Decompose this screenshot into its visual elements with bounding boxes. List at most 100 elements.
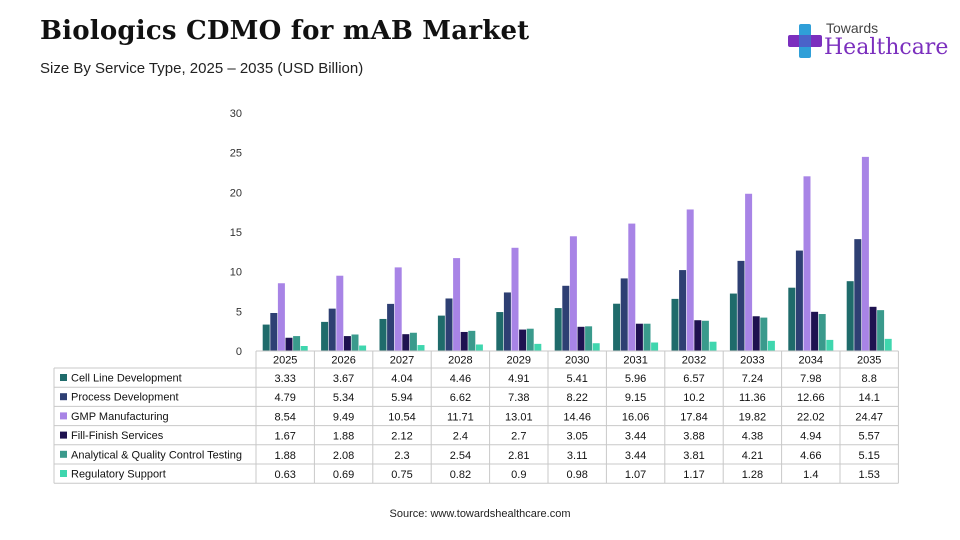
brand-logo: Towards Healthcare [788, 16, 948, 66]
data-label: 13.01 [505, 411, 533, 423]
data-label: 0.63 [274, 469, 295, 481]
bar [321, 321, 329, 351]
bar [826, 339, 834, 351]
bar [409, 332, 417, 351]
data-label: 2.08 [333, 450, 354, 462]
data-label: 1.88 [274, 450, 295, 462]
bar [592, 343, 600, 351]
bar [437, 315, 445, 351]
data-label: 2.4 [453, 431, 468, 443]
bar [519, 329, 527, 351]
legend-label: Regulatory Support [71, 469, 166, 481]
x-tick-label: 2030 [565, 355, 589, 367]
bar [496, 312, 504, 351]
data-label: 4.04 [391, 373, 412, 385]
data-label: 11.71 [447, 411, 474, 423]
data-label: 9.49 [333, 411, 354, 423]
data-label: 0.75 [391, 469, 412, 481]
bar [445, 298, 453, 351]
bar [569, 236, 577, 351]
bar [300, 346, 308, 351]
bar [854, 239, 862, 351]
data-label: 1.17 [683, 469, 704, 481]
data-label: 3.33 [274, 373, 295, 385]
bar [475, 344, 483, 351]
data-label: 19.82 [739, 411, 767, 423]
data-label: 3.67 [333, 373, 354, 385]
data-label: 14.1 [858, 392, 879, 404]
data-label: 6.62 [450, 392, 471, 404]
data-label: 5.57 [858, 431, 879, 443]
data-label: 14.46 [563, 411, 591, 423]
y-tick-label: 15 [230, 227, 242, 239]
bar [846, 281, 854, 351]
legend-label: Cell Line Development [71, 373, 182, 385]
bar [503, 292, 511, 351]
legend-swatch [60, 470, 67, 477]
bar [359, 345, 367, 351]
data-label: 0.82 [450, 469, 471, 481]
bar [651, 342, 659, 351]
data-label: 5.34 [333, 392, 354, 404]
data-label: 1.67 [274, 431, 295, 443]
x-tick-label: 2025 [273, 355, 297, 367]
data-label: 4.21 [742, 450, 763, 462]
data-label: 0.9 [511, 469, 526, 481]
data-label: 7.24 [742, 373, 763, 385]
legend-label: Analytical & Quality Control Testing [71, 449, 242, 461]
data-label: 4.91 [508, 373, 529, 385]
bar [818, 314, 826, 351]
bar [554, 308, 562, 351]
bar [694, 320, 702, 351]
bar [861, 156, 869, 351]
legend-label: Fill-Finish Services [71, 430, 164, 442]
data-label: 3.81 [683, 450, 704, 462]
data-label: 5.94 [391, 392, 412, 404]
data-label: 8.22 [566, 392, 587, 404]
bar [795, 250, 803, 351]
bar [869, 306, 877, 351]
legend-swatch [60, 431, 67, 439]
data-label: 3.05 [566, 431, 587, 443]
bar [745, 193, 753, 351]
y-tick-label: 10 [230, 267, 242, 279]
x-tick-label: 2026 [331, 355, 355, 367]
x-tick-label: 2027 [390, 355, 414, 367]
legend-label: Process Development [71, 392, 179, 404]
bar [803, 176, 811, 351]
bar [394, 267, 402, 351]
legend-swatch [60, 374, 67, 381]
bar [387, 303, 395, 351]
legend-swatch [60, 450, 67, 458]
data-label: 4.46 [450, 373, 471, 385]
data-label: 2.7 [511, 431, 526, 443]
y-tick-label: 0 [236, 346, 242, 358]
data-label: 3.88 [683, 431, 704, 443]
data-label: 1.88 [333, 431, 354, 443]
data-label: 22.02 [797, 411, 825, 423]
data-label: 11.36 [739, 392, 766, 404]
bar [562, 285, 570, 351]
bar [453, 258, 461, 351]
x-tick-label: 2031 [623, 355, 647, 367]
bar [701, 320, 709, 351]
data-label: 2.81 [508, 450, 529, 462]
data-label: 5.96 [625, 373, 646, 385]
bar [351, 334, 359, 351]
data-label: 1.07 [625, 469, 646, 481]
x-tick-label: 2034 [799, 355, 823, 367]
page-subtitle: Size By Service Type, 2025 – 2035 (USD B… [40, 60, 364, 77]
y-tick-label: 30 [230, 108, 242, 120]
y-tick-label: 25 [230, 148, 242, 160]
bar [336, 275, 344, 351]
bar [767, 340, 775, 351]
bar [577, 326, 585, 351]
bar [635, 323, 643, 351]
data-label: 4.94 [800, 431, 821, 443]
data-label: 10.2 [683, 392, 704, 404]
data-label: 3.11 [567, 450, 588, 462]
bar [534, 343, 542, 351]
bar [262, 324, 270, 351]
x-tick-label: 2033 [740, 355, 764, 367]
data-label: 2.12 [391, 431, 412, 443]
